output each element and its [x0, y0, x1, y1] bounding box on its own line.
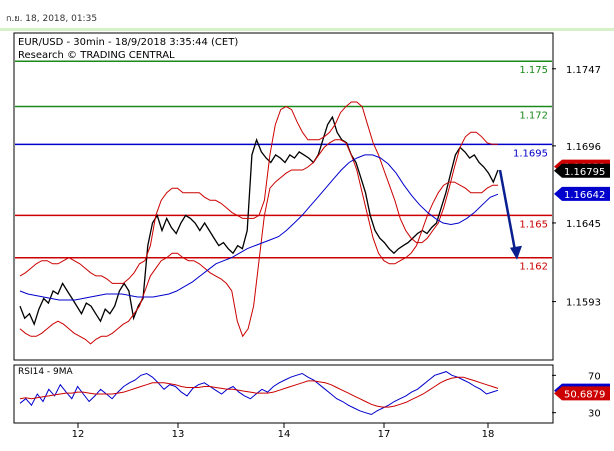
- y-tick-label-2: 1.1645: [566, 219, 601, 230]
- rsi-line-0: [19, 371, 499, 416]
- rsi-title: RSI14 - 9MA: [18, 367, 74, 377]
- top-bar: ก.ย. 18, 2018, 01:35: [0, 0, 614, 28]
- series-line-1: [19, 101, 498, 284]
- rsi-line-1: [19, 376, 499, 408]
- forecast-arrow-line: [498, 169, 518, 256]
- level-label-4: 1.162: [519, 262, 548, 273]
- y-tick-label-3: 1.1593: [566, 298, 601, 309]
- series-layer: [19, 101, 522, 345]
- level-label-2: 1.1695: [513, 148, 548, 159]
- rsi-y-tick-label-0: 70: [588, 371, 601, 382]
- axis-layer: 1.17471.16961.16451.15931.168231.167951.…: [72, 65, 610, 440]
- series-line-2: [19, 139, 498, 345]
- levels-layer: 1.175 1.172 1.1695 1.165 1.162: [15, 60, 552, 273]
- timestamp: ก.ย. 18, 2018, 01:35: [6, 14, 98, 24]
- chart-subtitle: Research © TRADING CENTRAL: [18, 50, 175, 61]
- y-tick-label-0: 1.1747: [566, 65, 601, 76]
- forecast-arrow-head: [510, 245, 522, 260]
- x-tick-label-0: 12: [72, 429, 85, 440]
- y-tick-label-1: 1.1696: [566, 142, 601, 153]
- level-label-0: 1.175: [519, 65, 548, 76]
- rsi-layer: [19, 371, 499, 416]
- main-plot-frame: [13, 32, 554, 361]
- series-line-3: [19, 154, 499, 301]
- chart-title: EUR/USD - 30min - 18/9/2018 3:35:44 (CET…: [18, 37, 238, 48]
- level-label-1: 1.172: [519, 111, 548, 122]
- x-tick-label-4: 18: [482, 429, 495, 440]
- rsi-value-tag-label-1: 50.6879: [564, 389, 605, 400]
- x-tick-label-2: 14: [278, 429, 291, 440]
- series-line-0: [19, 115, 499, 327]
- price-tag-2: 1.16642: [554, 186, 610, 201]
- price-tag-1: 1.16795: [554, 163, 610, 178]
- rsi-value-tag-1: 50.6879: [554, 386, 610, 401]
- header-divider: [0, 28, 614, 31]
- rsi-y-tick-label-1: 30: [588, 409, 601, 420]
- price-tag-label-1: 1.16795: [564, 167, 605, 178]
- x-tick-label-1: 13: [172, 429, 185, 440]
- level-label-3: 1.165: [519, 219, 548, 230]
- x-tick-label-3: 17: [378, 429, 391, 440]
- price-tag-label-2: 1.16642: [564, 190, 605, 201]
